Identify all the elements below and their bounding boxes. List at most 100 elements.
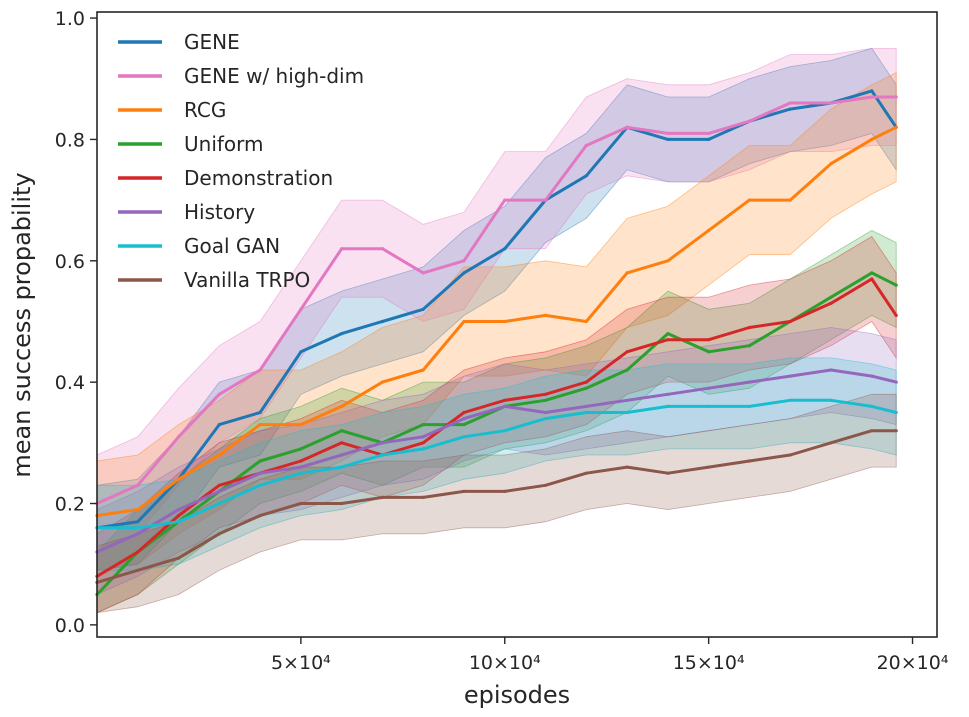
data-point-demonstration <box>136 550 140 554</box>
data-point-history <box>340 453 344 457</box>
data-point-demonstration <box>584 380 588 384</box>
data-point-history <box>299 465 303 469</box>
data-point-gene <box>584 174 588 178</box>
data-point-vanilla-trpo <box>707 465 711 469</box>
legend-item-vanilla-trpo: Vanilla TRPO <box>118 268 310 292</box>
band-vanilla-trpo <box>96 393 897 614</box>
band-gene-w-high-dim <box>96 48 897 553</box>
data-point-gene <box>258 410 262 415</box>
data-point-vanilla-trpo <box>625 465 629 469</box>
data-point-uniform <box>747 344 752 348</box>
data-point-demonstration <box>829 301 833 305</box>
data-point-history <box>421 435 425 439</box>
plot-frame <box>96 11 938 638</box>
y-tick-label: 1.0 <box>55 8 85 30</box>
data-point-history <box>380 441 384 445</box>
data-point-rcg <box>258 423 262 427</box>
data-point-gene <box>788 107 792 111</box>
data-point-demonstration <box>299 459 303 463</box>
data-point-uniform <box>625 368 629 372</box>
data-point-rcg <box>747 198 752 202</box>
data-point-vanilla-trpo <box>462 489 466 493</box>
band-history <box>96 327 897 596</box>
data-point-gene-w-high-dim <box>894 95 898 99</box>
data-point-vanilla-trpo <box>258 514 262 518</box>
data-point-history <box>543 410 548 415</box>
data-point-goal-gan <box>584 410 588 415</box>
legend-label: History <box>184 200 255 224</box>
legend-label: Demonstration <box>184 166 333 190</box>
data-point-uniform <box>584 386 588 390</box>
data-point-history <box>625 398 629 402</box>
y-tick-label: 0.4 <box>55 372 85 394</box>
data-point-gene-w-high-dim <box>462 259 466 263</box>
data-point-gene-w-high-dim <box>666 131 670 135</box>
data-point-history <box>870 374 874 378</box>
data-point-gene <box>707 137 711 141</box>
legend-item-history: History <box>118 200 255 224</box>
data-point-demonstration <box>340 441 344 445</box>
data-point-rcg <box>177 477 181 481</box>
data-point-gene-w-high-dim <box>217 392 221 396</box>
data-point-demonstration <box>870 277 874 281</box>
data-point-uniform <box>421 423 425 427</box>
x-tick-label: 15×10⁴ <box>673 652 745 674</box>
data-point-vanilla-trpo <box>870 429 874 433</box>
data-point-vanilla-trpo <box>299 501 303 506</box>
legend-item-demonstration: Demonstration <box>118 166 333 190</box>
data-point-gene-w-high-dim <box>503 198 507 202</box>
data-point-demonstration <box>788 319 792 324</box>
data-point-vanilla-trpo <box>340 501 344 506</box>
data-point-history <box>584 404 588 408</box>
data-point-rcg <box>217 453 221 457</box>
data-point-gene <box>421 307 425 311</box>
data-point-vanilla-trpo <box>543 483 548 487</box>
data-point-uniform <box>894 283 898 287</box>
x-tick-label: 5×10⁴ <box>271 652 331 674</box>
data-point-rcg <box>462 319 466 324</box>
data-point-demonstration <box>177 514 181 518</box>
data-point-gene-w-high-dim <box>788 101 792 105</box>
data-point-gene <box>870 89 874 93</box>
data-point-gene-w-high-dim <box>299 307 303 311</box>
data-point-gene-w-high-dim <box>747 119 752 123</box>
data-point-history <box>462 417 466 421</box>
data-point-goal-gan <box>258 483 262 487</box>
data-point-gene <box>462 271 466 275</box>
data-point-goal-gan <box>503 429 507 433</box>
data-point-goal-gan <box>829 398 833 402</box>
data-point-history <box>136 532 140 536</box>
data-point-goal-gan <box>340 465 344 469</box>
data-point-history <box>666 392 670 396</box>
data-point-demonstration <box>421 441 425 445</box>
data-point-demonstration <box>894 313 898 317</box>
legend-item-gene: GENE <box>118 30 240 54</box>
data-point-vanilla-trpo <box>136 568 140 572</box>
data-point-rcg <box>299 423 303 427</box>
data-point-rcg <box>788 198 792 202</box>
data-point-gene-w-high-dim <box>421 271 425 275</box>
data-point-gene-w-high-dim <box>177 435 181 439</box>
data-point-history <box>258 471 262 475</box>
data-point-goal-gan <box>462 435 466 439</box>
y-tick-label: 0.8 <box>55 129 85 151</box>
data-point-gene-w-high-dim <box>625 125 629 129</box>
data-point-rcg <box>894 125 898 129</box>
data-point-history <box>747 380 752 384</box>
data-point-goal-gan <box>625 410 629 415</box>
data-point-gene-w-high-dim <box>380 247 384 251</box>
data-point-gene <box>340 332 344 336</box>
data-point-vanilla-trpo <box>747 459 752 463</box>
data-point-gene-w-high-dim <box>136 483 140 487</box>
legend-label: GENE w/ high-dim <box>184 64 364 88</box>
data-point-history <box>707 386 711 390</box>
data-point-demonstration <box>666 338 670 342</box>
band-demonstration <box>96 235 897 614</box>
data-point-rcg <box>625 271 629 275</box>
data-point-vanilla-trpo <box>503 489 507 493</box>
data-point-uniform <box>462 423 466 427</box>
data-point-gene <box>217 423 221 427</box>
data-point-gene-w-high-dim <box>829 101 833 105</box>
